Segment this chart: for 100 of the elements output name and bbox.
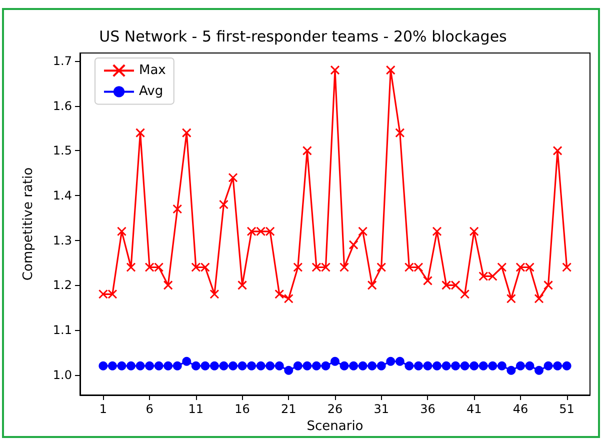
y-tick-label: 1.1 bbox=[52, 323, 72, 338]
point bbox=[340, 262, 350, 272]
point bbox=[238, 280, 248, 290]
point bbox=[274, 289, 284, 299]
point bbox=[164, 361, 173, 370]
point bbox=[284, 366, 294, 375]
point bbox=[247, 361, 256, 370]
legend-label: Avg bbox=[139, 84, 164, 100]
point bbox=[172, 204, 182, 214]
point bbox=[358, 361, 368, 370]
point bbox=[386, 356, 396, 366]
point bbox=[238, 361, 247, 370]
point bbox=[488, 361, 498, 370]
point bbox=[320, 262, 330, 272]
point bbox=[422, 276, 432, 286]
point bbox=[219, 361, 228, 370]
point bbox=[516, 361, 525, 370]
point bbox=[246, 226, 256, 236]
point bbox=[144, 262, 154, 272]
point bbox=[525, 361, 534, 370]
point bbox=[98, 361, 108, 370]
point bbox=[302, 146, 312, 156]
point bbox=[340, 361, 349, 370]
point bbox=[432, 361, 442, 370]
point bbox=[191, 361, 200, 370]
point bbox=[534, 294, 544, 304]
point bbox=[451, 361, 460, 370]
point bbox=[544, 361, 553, 370]
point bbox=[460, 361, 470, 370]
point bbox=[136, 361, 145, 370]
point bbox=[562, 262, 572, 272]
x-tick-label: 11 bbox=[188, 402, 204, 416]
point bbox=[293, 262, 303, 272]
x-tick-label: 26 bbox=[327, 402, 343, 416]
x-tick-label: 1 bbox=[99, 402, 107, 416]
x-tick-label: 31 bbox=[374, 402, 390, 416]
point bbox=[145, 361, 154, 370]
point bbox=[349, 361, 358, 370]
point bbox=[367, 280, 377, 290]
point bbox=[172, 361, 182, 370]
point bbox=[386, 65, 396, 75]
point bbox=[312, 262, 322, 272]
point bbox=[348, 240, 358, 250]
point bbox=[126, 262, 136, 272]
point bbox=[98, 289, 108, 299]
point bbox=[442, 361, 451, 370]
point bbox=[376, 262, 386, 272]
point bbox=[218, 200, 228, 210]
point bbox=[395, 128, 405, 138]
point bbox=[442, 280, 452, 290]
point bbox=[330, 356, 340, 366]
x-tick-label: 6 bbox=[146, 402, 154, 416]
point bbox=[376, 361, 386, 370]
x-axis-title: Scenario bbox=[306, 418, 364, 434]
point bbox=[506, 366, 516, 375]
point bbox=[256, 361, 266, 370]
point bbox=[404, 262, 414, 272]
point bbox=[321, 361, 330, 370]
point bbox=[228, 361, 238, 370]
point bbox=[154, 262, 164, 272]
point bbox=[182, 128, 192, 138]
point bbox=[293, 361, 302, 370]
point bbox=[432, 226, 442, 236]
point bbox=[544, 280, 554, 290]
point bbox=[497, 361, 506, 370]
point bbox=[302, 361, 312, 370]
point bbox=[516, 262, 526, 272]
point bbox=[117, 361, 126, 370]
point bbox=[506, 294, 516, 304]
y-tick-label: 1.7 bbox=[52, 54, 72, 68]
y-tick-label: 1.0 bbox=[52, 368, 72, 382]
point bbox=[450, 280, 460, 290]
chart-title: US Network - 5 first-responder teams - 20% blockages bbox=[99, 28, 508, 46]
x-tick-label: 51 bbox=[559, 402, 574, 416]
point bbox=[497, 262, 507, 272]
x-tick-label: 46 bbox=[512, 402, 528, 416]
point bbox=[470, 361, 479, 370]
point bbox=[414, 361, 423, 370]
point bbox=[200, 361, 210, 370]
y-tick-label: 1.3 bbox=[52, 233, 72, 248]
point bbox=[210, 361, 219, 370]
point bbox=[116, 226, 126, 236]
point bbox=[265, 226, 275, 236]
point bbox=[404, 361, 414, 370]
point bbox=[182, 356, 192, 366]
point bbox=[395, 356, 404, 366]
point bbox=[478, 361, 488, 370]
point bbox=[108, 361, 117, 370]
point bbox=[200, 262, 210, 272]
point bbox=[524, 262, 534, 272]
point bbox=[191, 262, 201, 272]
point bbox=[312, 361, 321, 370]
point bbox=[330, 65, 340, 75]
y-tick-label: 1.6 bbox=[52, 98, 72, 113]
y-axis-title: Competitive ratio bbox=[21, 167, 36, 281]
point bbox=[284, 294, 294, 304]
point bbox=[414, 262, 424, 272]
point bbox=[488, 271, 498, 281]
point bbox=[108, 289, 118, 299]
x-tick-label: 16 bbox=[234, 402, 250, 416]
